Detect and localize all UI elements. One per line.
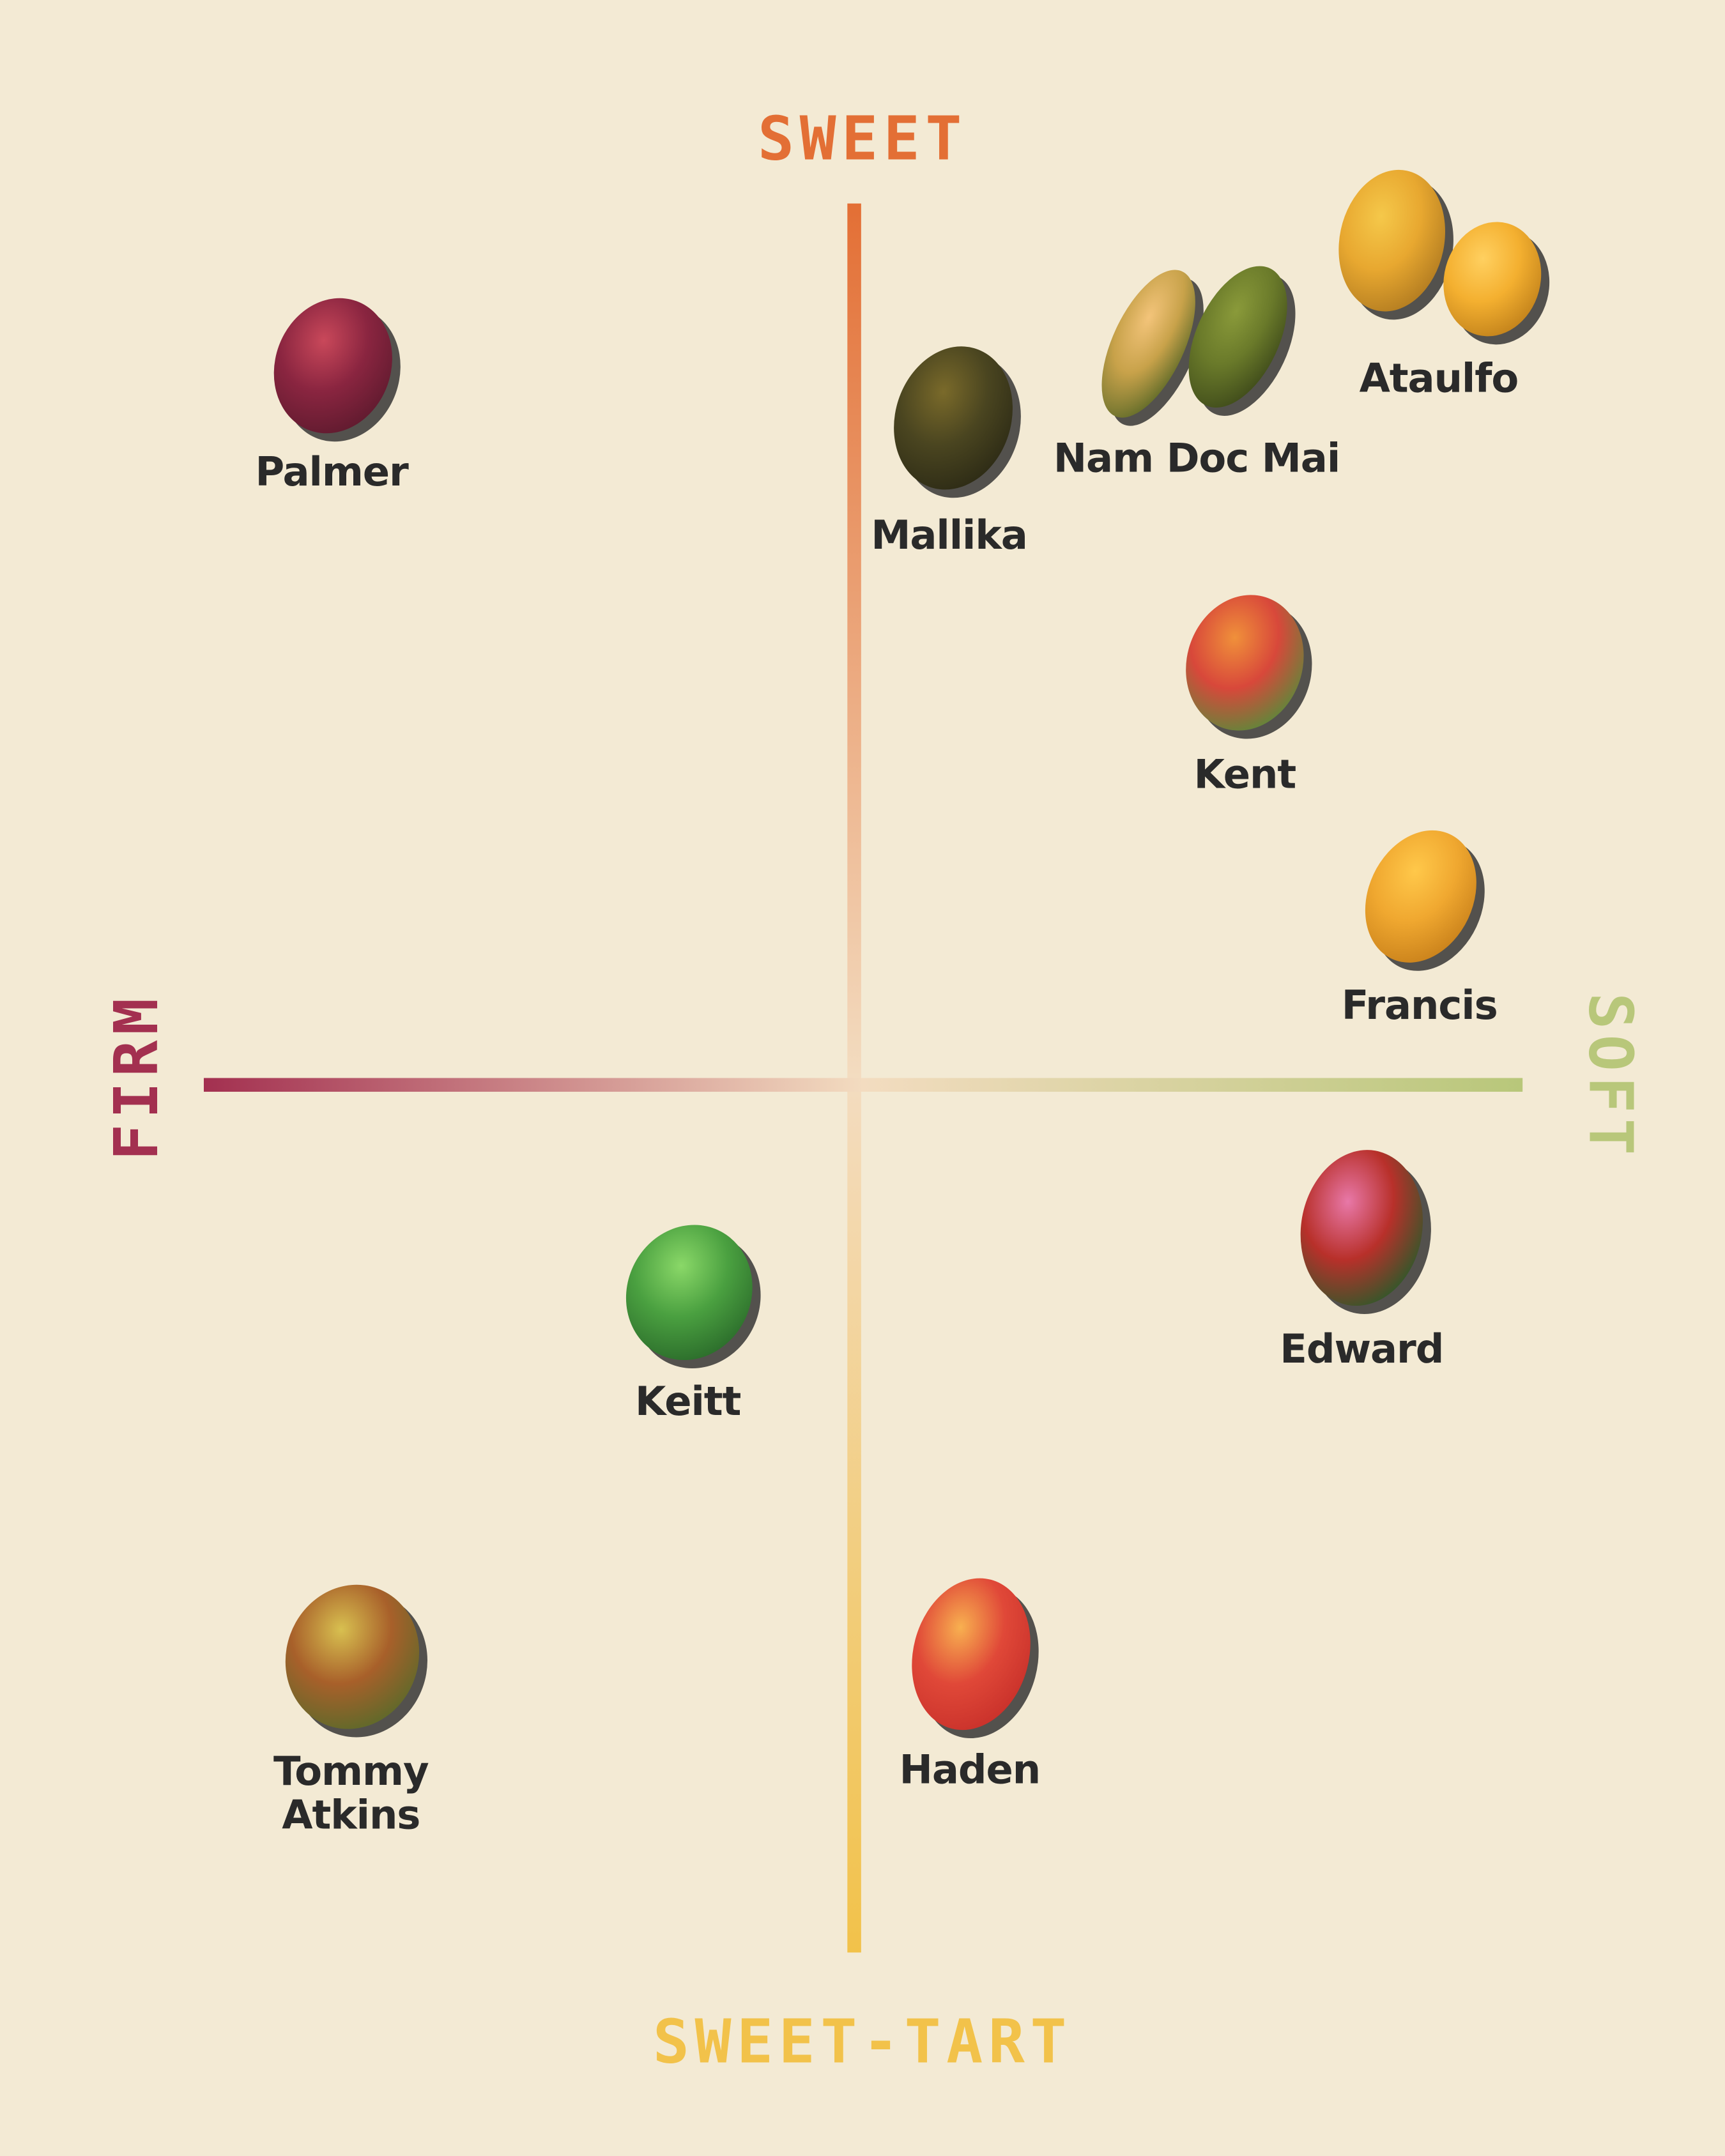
mango: Kent [1186, 595, 1312, 797]
mango-fruit [285, 1584, 420, 1729]
mango-name: Francis [1342, 982, 1498, 1028]
axis-right: SOFT [1575, 993, 1646, 1160]
mango-fruit [912, 1578, 1031, 1731]
mango-name: Mallika [871, 512, 1027, 558]
mango-name: Ataulfo [1360, 355, 1519, 401]
mango-name: Tommy [273, 1748, 429, 1794]
mango-fruit [1101, 270, 1195, 418]
mango-name: Palmer [256, 448, 410, 495]
mango-name: Haden [900, 1747, 1040, 1793]
mango-fruit [1365, 830, 1476, 963]
mango-name: Keitt [635, 1378, 741, 1425]
axis-left: FIRM [102, 993, 172, 1160]
mango-fruit [625, 1225, 753, 1361]
mango-fruit [1186, 595, 1304, 731]
mango-name: Edward [1280, 1326, 1443, 1372]
mango: Keitt [625, 1225, 761, 1425]
mango: Haden [900, 1578, 1041, 1793]
mango-name: Atkins [282, 1792, 420, 1839]
mango: Ataulfo [1338, 169, 1550, 401]
axis-bottom: SWEET-TART [653, 2007, 1072, 2077]
mango-fruit [1443, 222, 1542, 337]
mango: Palmer [256, 298, 410, 495]
mango-fruit [1338, 169, 1446, 312]
horizontal-axis [203, 1078, 1523, 1092]
mango-fruit [894, 346, 1013, 490]
mango-fruit [1300, 1150, 1423, 1306]
mango: Nam Doc Mai [1054, 266, 1340, 481]
axis-top: SWEET [758, 104, 967, 174]
mango: Francis [1342, 830, 1498, 1028]
mango-name: Nam Doc Mai [1054, 434, 1340, 481]
mango: Mallika [871, 346, 1028, 558]
mango-name: Kent [1194, 751, 1296, 797]
mango-fruit [1188, 266, 1287, 408]
mango-fruit [273, 298, 392, 434]
mangoes: Palmer Mallika Nam Doc Mai Ataulfo Kent Franc… [256, 169, 1550, 1839]
mango: Edward [1280, 1150, 1444, 1372]
